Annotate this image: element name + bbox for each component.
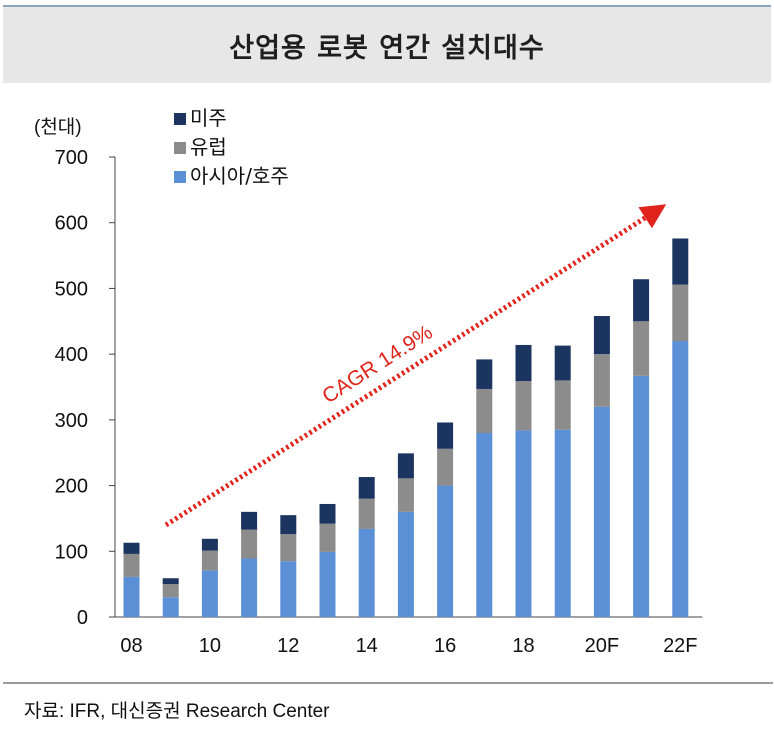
bar-segment (593, 406, 610, 617)
bar-segment (201, 538, 218, 551)
y-tick-label: 700 (55, 147, 88, 169)
bar-segment (633, 375, 650, 617)
y-axis-label: (천대) (34, 116, 82, 138)
bar-segment (397, 453, 414, 479)
x-tick-label: 12 (277, 635, 299, 657)
bar-segment (397, 511, 414, 617)
bar-segment (633, 279, 650, 322)
cagr-annotation: CAGR 14.9% (164, 204, 667, 528)
bar-segment (241, 558, 258, 617)
bar-segment (201, 570, 218, 617)
bar-segment (593, 354, 610, 407)
bar-segment (593, 316, 610, 355)
bar-segment (515, 344, 532, 382)
x-axis: 08 10 12 14 16 18 20F 22F (115, 616, 703, 657)
bar-segment (554, 429, 571, 617)
y-tick-label: 100 (55, 541, 88, 563)
source-note: 자료: IFR, 대신증권 Research Center (24, 701, 330, 722)
bar-segment (123, 553, 140, 577)
bar-segment (554, 345, 571, 381)
y-tick-label: 300 (55, 410, 88, 432)
cagr-label: CAGR 14.9% (318, 321, 437, 408)
legend-label: 유럽 (190, 135, 227, 159)
legend-label: 미주 (190, 106, 227, 130)
chart-title: 산업용 로봇 연간 설치대수 (229, 32, 545, 64)
y-tick-label: 600 (55, 213, 88, 235)
bars (123, 238, 689, 617)
bar-segment (437, 485, 454, 617)
bar-segment (319, 551, 336, 617)
chart-title-band: 산업용 로봇 연간 설치대수 (3, 5, 771, 83)
bar-segment (123, 542, 140, 554)
bar-segment (515, 381, 532, 431)
bar-segment (358, 498, 375, 529)
bar-segment (241, 529, 258, 559)
bar-segment (319, 523, 336, 552)
bar-segment (476, 433, 493, 617)
bar-segment (554, 380, 571, 430)
y-tick-label: 0 (77, 607, 88, 629)
bar-segment (437, 448, 454, 486)
legend-swatch (174, 113, 186, 125)
legend-label: 아시아/호주 (190, 164, 289, 188)
bar-segment (672, 238, 689, 285)
y-tick-label: 200 (55, 476, 88, 498)
x-tick-label: 10 (199, 635, 221, 657)
y-tick-label: 400 (55, 344, 88, 366)
y-tick-label: 500 (55, 278, 88, 300)
bar-segment (633, 321, 650, 376)
x-tick-label: 16 (434, 635, 456, 657)
x-tick-label: 14 (356, 635, 378, 657)
legend-swatch (174, 142, 186, 154)
bar-segment (437, 422, 454, 449)
x-tick-label: 20F (585, 635, 619, 657)
bar-segment (515, 430, 532, 617)
bar-segment (672, 284, 689, 341)
bar-segment (241, 511, 258, 530)
x-tick-label: 08 (120, 635, 142, 657)
legend-swatch (174, 171, 186, 183)
bar-segment (280, 534, 297, 562)
bar-segment (397, 478, 414, 512)
bar-segment (280, 561, 297, 617)
bar-segment (162, 578, 179, 585)
bar-segment (358, 477, 375, 499)
bar-segment (201, 550, 218, 571)
bar-segment (280, 515, 297, 535)
y-axis: 0 100 200 300 400 500 600 700 (55, 147, 116, 629)
bar-segment (123, 576, 140, 617)
cagr-arrow (164, 204, 667, 528)
x-tick-label: 22F (663, 635, 697, 657)
bar-segment (476, 359, 493, 389)
bar-segment (476, 388, 493, 433)
bar-segment (319, 503, 336, 524)
bar-segment (162, 584, 179, 598)
bar-segment (162, 597, 179, 617)
x-tick-label: 18 (512, 635, 534, 657)
bar-segment (672, 341, 689, 617)
bar-segment (358, 528, 375, 617)
footer-rule (3, 682, 773, 684)
